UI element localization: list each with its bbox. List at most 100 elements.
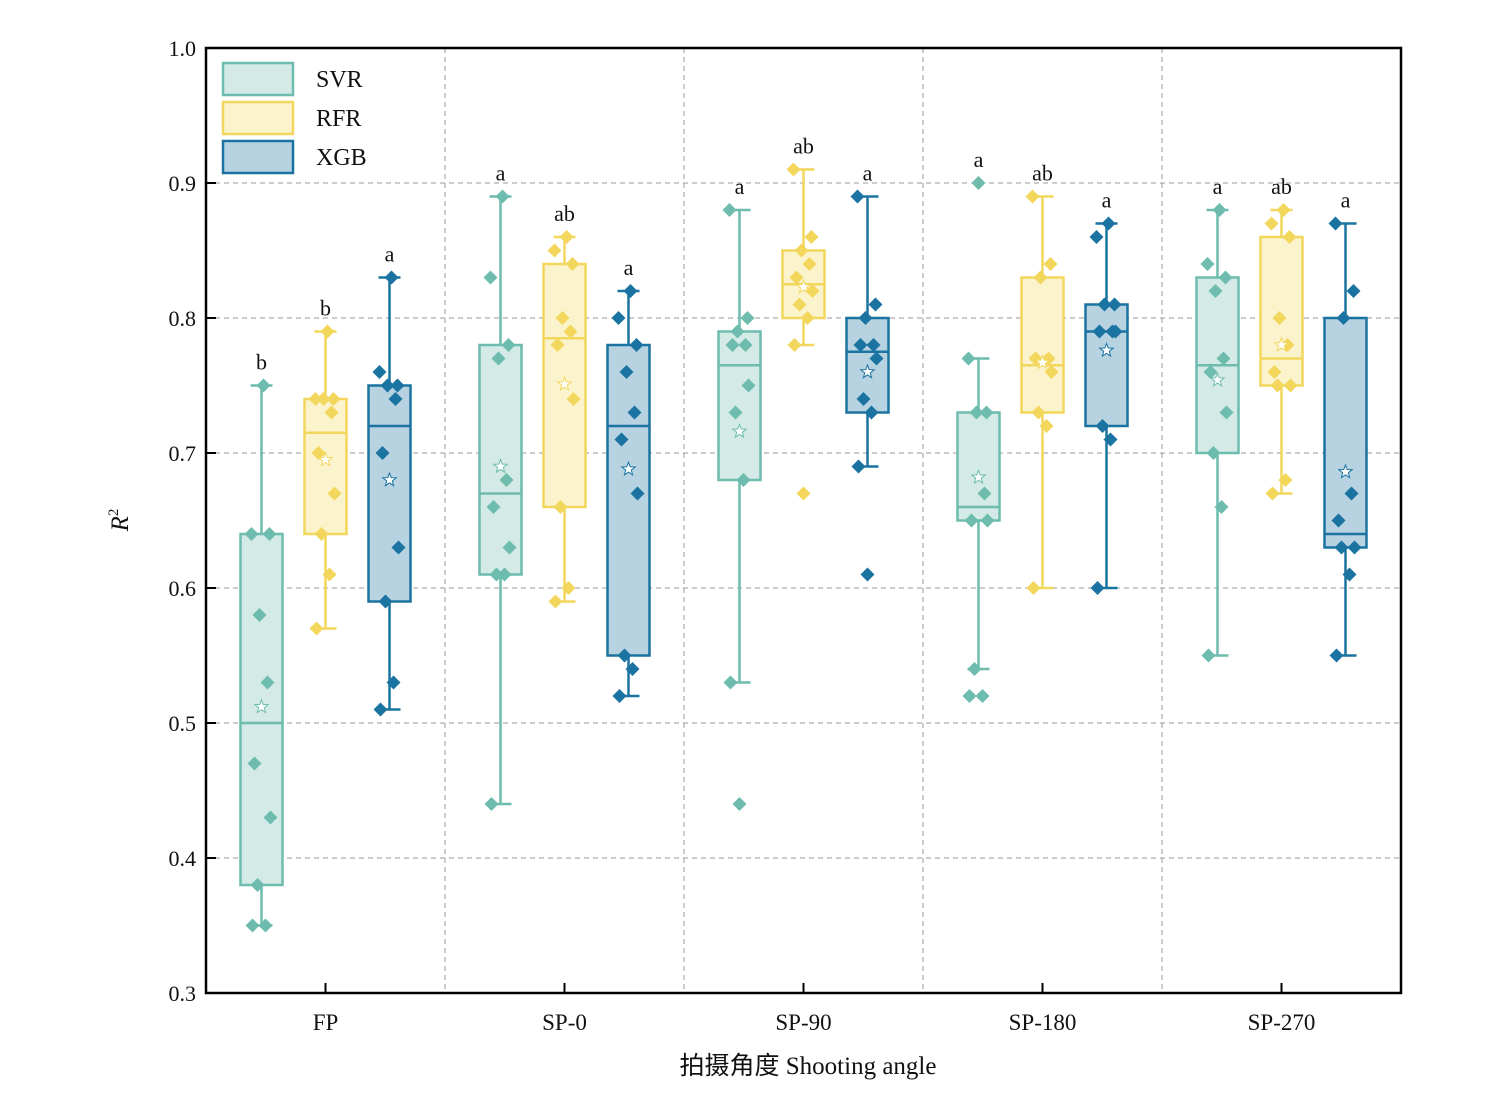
data-point bbox=[322, 567, 337, 582]
xgb-box-group bbox=[1084, 216, 1129, 595]
data-point bbox=[975, 689, 990, 703]
x-axis: FP SP-0 SP-90 SP-180 SP-270 bbox=[313, 983, 1316, 1035]
data-point bbox=[1218, 270, 1233, 285]
data-point bbox=[495, 189, 510, 204]
legend-swatch-rfr bbox=[221, 100, 295, 136]
data-point bbox=[1347, 540, 1362, 555]
data-point bbox=[853, 338, 868, 352]
data-point bbox=[484, 797, 499, 811]
iqr-box bbox=[1323, 316, 1368, 549]
data-point bbox=[1039, 419, 1054, 433]
data-point bbox=[262, 527, 277, 541]
xgb-box-group bbox=[367, 270, 412, 717]
significance-letter: b bbox=[256, 350, 267, 375]
mean-marker bbox=[1034, 354, 1051, 370]
data-point bbox=[961, 351, 976, 366]
x-tick-label: SP-90 bbox=[775, 1010, 831, 1035]
significance-letter: a bbox=[863, 161, 873, 186]
data-point bbox=[555, 311, 570, 325]
significance-letter: ab bbox=[1032, 161, 1053, 186]
significance-letter: b bbox=[320, 296, 331, 321]
data-point bbox=[979, 405, 994, 420]
significance-letter: a bbox=[1102, 188, 1112, 213]
data-point bbox=[1206, 446, 1221, 460]
outlier-point bbox=[796, 486, 811, 501]
y-axis-title: R2 bbox=[106, 509, 134, 533]
mean-marker bbox=[1209, 371, 1226, 387]
data-point bbox=[1212, 203, 1227, 217]
data-point bbox=[378, 594, 393, 609]
significance-letter: a bbox=[974, 147, 984, 172]
data-point bbox=[805, 284, 820, 298]
data-point bbox=[725, 338, 740, 352]
data-point bbox=[1203, 365, 1218, 379]
data-point bbox=[738, 338, 753, 352]
data-point bbox=[630, 486, 645, 501]
data-point bbox=[548, 594, 563, 609]
data-point bbox=[497, 567, 512, 582]
iqr-box bbox=[1020, 276, 1065, 414]
data-point bbox=[864, 405, 879, 420]
data-point bbox=[565, 257, 580, 271]
data-point bbox=[550, 338, 565, 352]
rfr-box-group bbox=[303, 324, 348, 636]
legend-label-rfr: RFR bbox=[316, 106, 361, 132]
svr-box-group bbox=[1195, 203, 1240, 663]
data-point bbox=[390, 378, 405, 393]
data-point bbox=[1090, 581, 1105, 595]
outlier-point bbox=[971, 176, 986, 190]
outlier-point bbox=[860, 567, 875, 582]
xgb-box-group bbox=[606, 284, 651, 703]
data-point bbox=[866, 338, 881, 352]
data-point bbox=[851, 459, 866, 474]
data-point bbox=[789, 270, 804, 285]
data-point bbox=[502, 540, 517, 555]
mean-marker bbox=[970, 468, 987, 485]
data-point bbox=[612, 689, 627, 703]
data-point bbox=[730, 324, 745, 339]
data-point bbox=[977, 486, 992, 501]
mean-marker bbox=[381, 471, 398, 487]
significance-letter: a bbox=[735, 174, 745, 199]
data-point bbox=[327, 486, 342, 501]
data-point bbox=[1201, 648, 1216, 663]
data-point bbox=[561, 581, 576, 595]
data-point bbox=[1344, 486, 1359, 501]
y-tick-label: 0.5 bbox=[169, 711, 197, 736]
x-tick-label: SP-0 bbox=[542, 1010, 587, 1035]
mean-marker bbox=[620, 460, 637, 477]
mean-marker bbox=[859, 363, 876, 379]
rfr-box-group bbox=[1259, 203, 1304, 501]
y-tick-label: 0.3 bbox=[169, 981, 197, 1006]
data-point bbox=[320, 324, 335, 339]
mean-marker bbox=[253, 698, 270, 714]
data-point bbox=[326, 392, 341, 406]
data-point bbox=[1107, 297, 1122, 312]
rfr-box-group bbox=[781, 162, 826, 501]
data-point bbox=[247, 756, 262, 771]
data-point bbox=[256, 378, 271, 393]
data-point bbox=[1346, 284, 1361, 298]
data-point bbox=[1044, 365, 1059, 379]
significance-letter: ab bbox=[793, 134, 814, 159]
y-tick-label: 0.4 bbox=[169, 846, 197, 871]
x-tick-label: SP-270 bbox=[1248, 1010, 1316, 1035]
mean-marker bbox=[492, 458, 509, 474]
data-point bbox=[964, 513, 979, 528]
legend: SVR RFR XGB bbox=[221, 61, 367, 175]
iqr-box bbox=[956, 411, 1001, 522]
data-point bbox=[1276, 203, 1291, 217]
data-point bbox=[245, 918, 260, 933]
mean-marker bbox=[1337, 463, 1354, 479]
data-point bbox=[391, 540, 406, 555]
data-point bbox=[1328, 216, 1343, 231]
mean-marker bbox=[731, 422, 748, 439]
data-point bbox=[786, 162, 801, 177]
data-point bbox=[1267, 365, 1282, 379]
significance-letter: ab bbox=[1271, 174, 1292, 199]
data-point bbox=[373, 702, 388, 717]
data-point bbox=[1283, 378, 1298, 393]
boxes-layer bbox=[239, 162, 1368, 933]
svr-box-group bbox=[478, 189, 523, 811]
